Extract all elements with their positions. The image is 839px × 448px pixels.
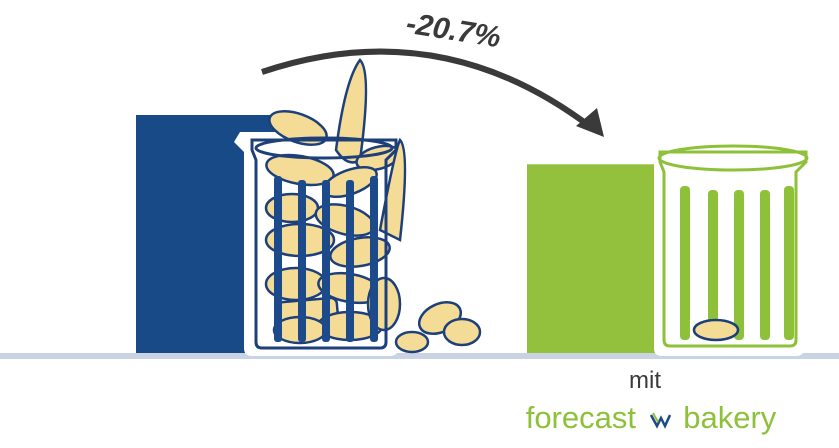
change-arrow [261, 48, 594, 131]
category-label-after: mit [629, 367, 661, 394]
brand-logo: forecast bakery [506, 400, 796, 436]
brand-word-forecast: forecast [525, 400, 636, 435]
arrow-head-icon [576, 108, 604, 137]
empty-bread-jar-icon [644, 140, 814, 356]
full-bread-jar-icon [234, 58, 482, 356]
change-label: -20.7% [404, 7, 503, 54]
brand-word-bakery: bakery [683, 400, 777, 435]
wave-logo-icon [649, 412, 671, 429]
bar-after [527, 164, 673, 353]
